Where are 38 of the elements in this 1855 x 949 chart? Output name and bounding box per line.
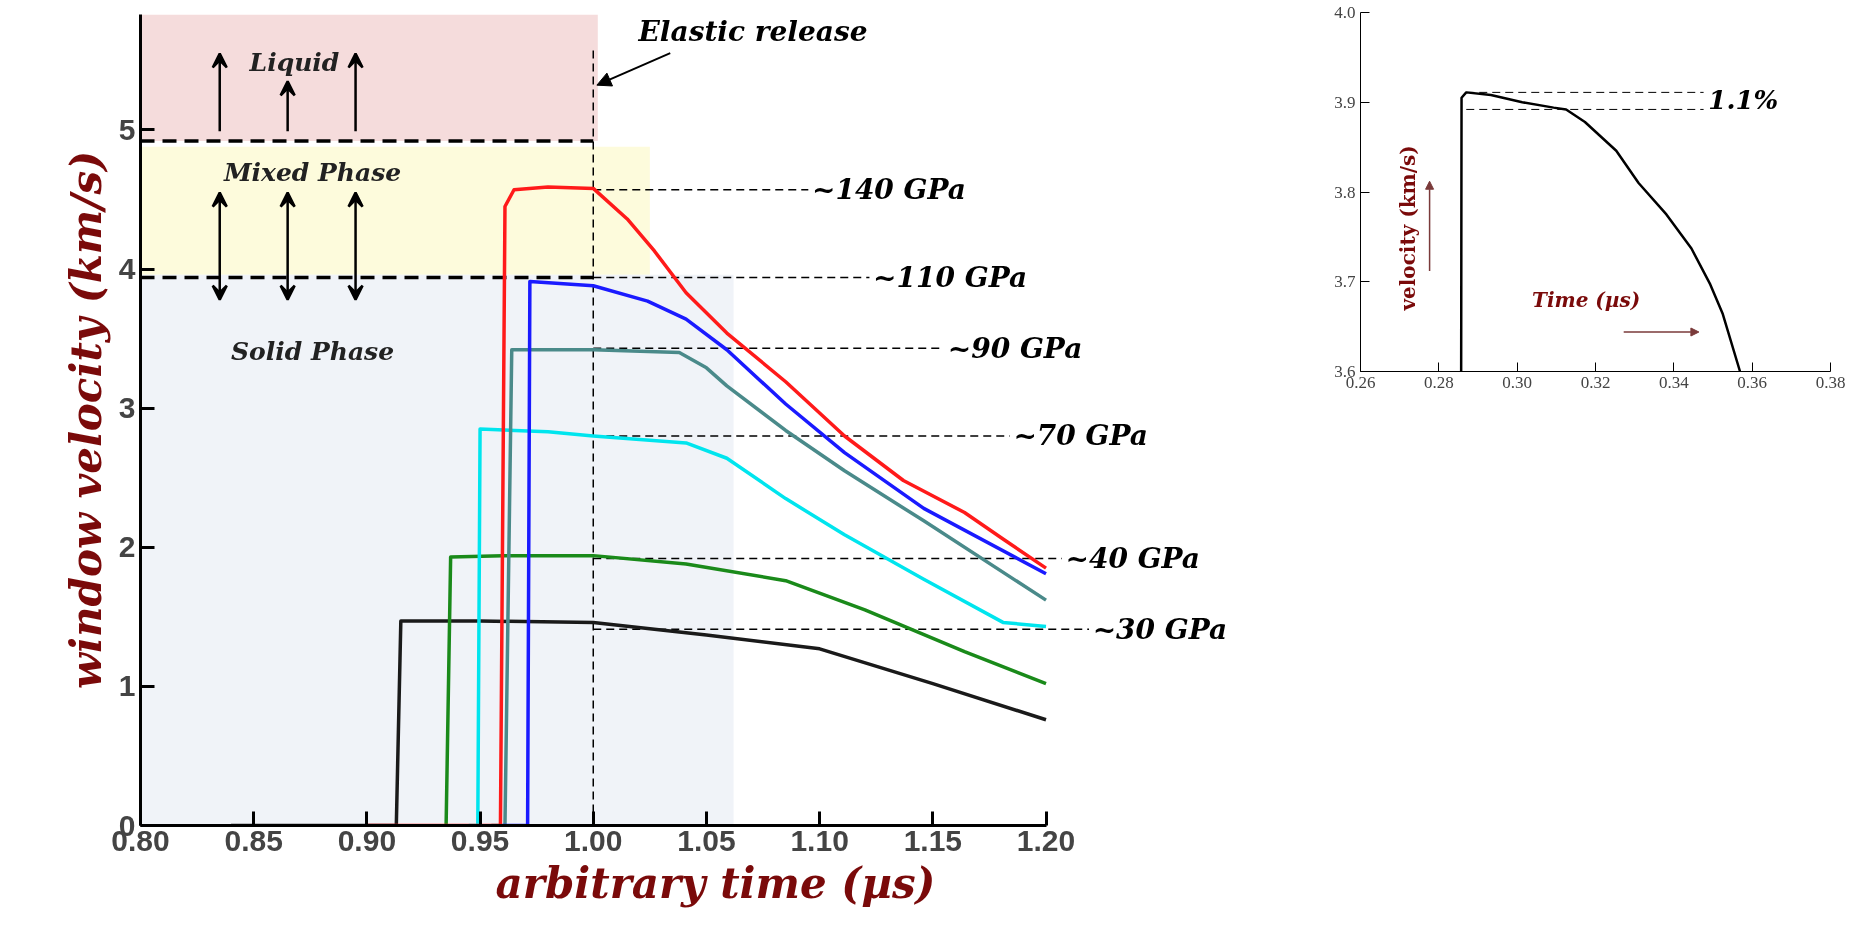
ref-line-label: ~70 GPa [1013,419,1148,453]
band-label: Mixed Phase [222,157,402,187]
y-tick-label: 4 [118,252,136,286]
x-tick-label: 1.20 [1016,823,1076,857]
ref-line-label: ~110 GPa [873,260,1028,294]
band-label: Liquid [248,48,340,78]
x-tick-label: 1.15 [903,823,963,857]
x-tick-label: 0.32 [1580,372,1611,392]
x-tick-label: 0.34 [1658,372,1690,392]
y-tick-label: 4.0 [1334,3,1356,22]
ref-line-label: Elastic release [637,14,868,48]
y-tick-label: 3 [118,391,136,425]
x-axis-title: arbitrary time (µs) [495,858,936,908]
y-axis-title: window velocity (km/s) [61,150,111,690]
y-tick-label: 3.7 [1334,272,1356,292]
x-tick-label: 1.05 [677,823,736,857]
ref-line-label: ~140 GPa [811,173,966,207]
x-axis-title: Time (µs) [1532,287,1641,312]
x-tick-label: 1.00 [564,823,623,857]
x-tick-label: 0.95 [450,823,510,857]
y-tick-label: 5 [118,112,136,146]
x-tick-label: 0.90 [337,823,397,857]
ref-line-label: ~40 GPa [1065,541,1201,575]
band-label: Solid Phase [231,337,395,367]
x-tick-label: 0.36 [1737,372,1768,392]
y-tick-label: 1 [118,669,136,703]
y-tick-label: 2 [118,530,136,564]
y-tick-label: 3.8 [1334,182,1356,202]
y-axis-title: velocity (km/s) [1395,145,1420,312]
x-tick-label: 0.38 [1815,372,1846,392]
x-tick-label: 0.28 [1423,372,1454,392]
x-tick-label: 0.85 [224,823,283,857]
ref-line-label: ~30 GPa [1092,612,1228,646]
ref-line-label: ~90 GPa [947,331,1083,365]
x-tick-label: 0.30 [1502,372,1533,392]
y-tick-label: 3.9 [1334,92,1356,112]
annotation: 1.1% [1708,85,1779,116]
x-tick-label: 1.10 [790,823,849,857]
